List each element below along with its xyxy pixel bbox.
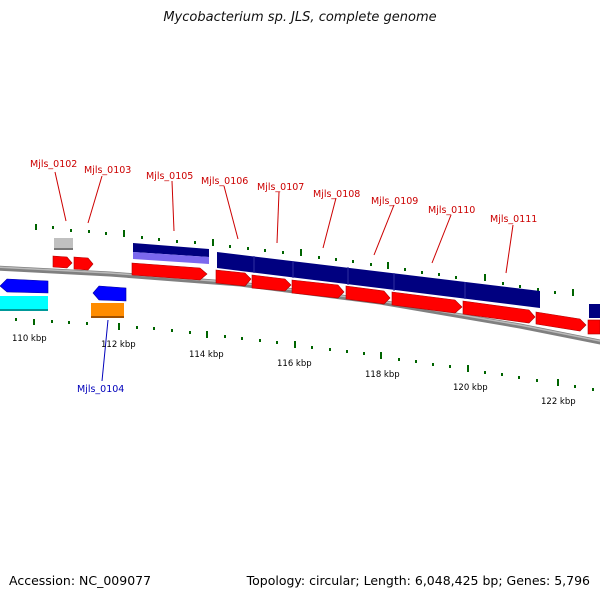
cds-arrow xyxy=(251,274,292,292)
gene-label: Mjls_0111 xyxy=(490,214,537,225)
reverse-cds-row xyxy=(0,278,127,302)
cds-arrow xyxy=(92,285,127,302)
kbp-label: 110 kbp xyxy=(12,334,47,344)
cds-arrow xyxy=(535,311,587,332)
gene-labels: Mjls_0102 Mjls_0103 Mjls_0105 Mjls_0106 … xyxy=(30,159,537,395)
leader-lines xyxy=(54,171,514,382)
cog-block-navy xyxy=(217,252,540,308)
genome-summary-text: Topology: circular; Length: 6,048,425 bp… xyxy=(246,573,590,588)
accession-text: Accession: NC_009077 xyxy=(9,573,152,588)
cog-block-navy xyxy=(589,304,600,318)
cds-arrow xyxy=(462,300,536,324)
cds-arrow xyxy=(345,285,391,305)
cds-arrow xyxy=(73,256,94,271)
gene-label: Mjls_0109 xyxy=(371,196,418,207)
inner-ticks xyxy=(15,318,594,391)
gene-label: Mjls_0108 xyxy=(313,189,360,200)
cds-arrow xyxy=(131,262,208,281)
cds-arrow xyxy=(391,291,463,314)
gene-label: Mjls_0110 xyxy=(428,205,475,216)
cds-arrow xyxy=(0,278,49,294)
gene-label: Mjls_0104 xyxy=(77,384,124,395)
cds-arrow xyxy=(52,255,73,269)
gene-label: Mjls_0102 xyxy=(30,159,77,170)
kbp-label: 122 kbp xyxy=(541,397,576,407)
cog-block-cyan xyxy=(0,296,48,310)
map-title: Mycobacterium sp. JLS, complete genome xyxy=(163,10,437,25)
cog-block-navy xyxy=(133,243,209,257)
kbp-label: 118 kbp xyxy=(365,370,400,380)
cog-block-lavender xyxy=(133,252,209,264)
gene-label: Mjls_0107 xyxy=(257,182,304,193)
kbp-label: 114 kbp xyxy=(189,350,224,360)
gene-label: Mjls_0103 xyxy=(84,165,131,176)
kbp-label: 112 kbp xyxy=(101,340,136,350)
inner-cog-row xyxy=(0,296,124,318)
outer-ticks xyxy=(35,224,574,296)
kbp-label: 116 kbp xyxy=(277,359,312,369)
cog-block-gray xyxy=(54,238,73,249)
cds-arrow xyxy=(215,269,252,287)
backbone-line xyxy=(0,265,600,345)
forward-cds-row xyxy=(52,255,600,335)
outer-cog-row xyxy=(54,238,600,318)
kbp-labels: 110 kbp 112 kbp 114 kbp 116 kbp 118 kbp … xyxy=(12,334,576,407)
gene-label: Mjls_0106 xyxy=(201,176,248,187)
gene-label: Mjls_0105 xyxy=(146,171,193,182)
cog-block-orange xyxy=(91,303,124,317)
kbp-label: 120 kbp xyxy=(453,383,488,393)
cds-arrow xyxy=(291,279,345,299)
cds-arrow xyxy=(587,319,600,335)
